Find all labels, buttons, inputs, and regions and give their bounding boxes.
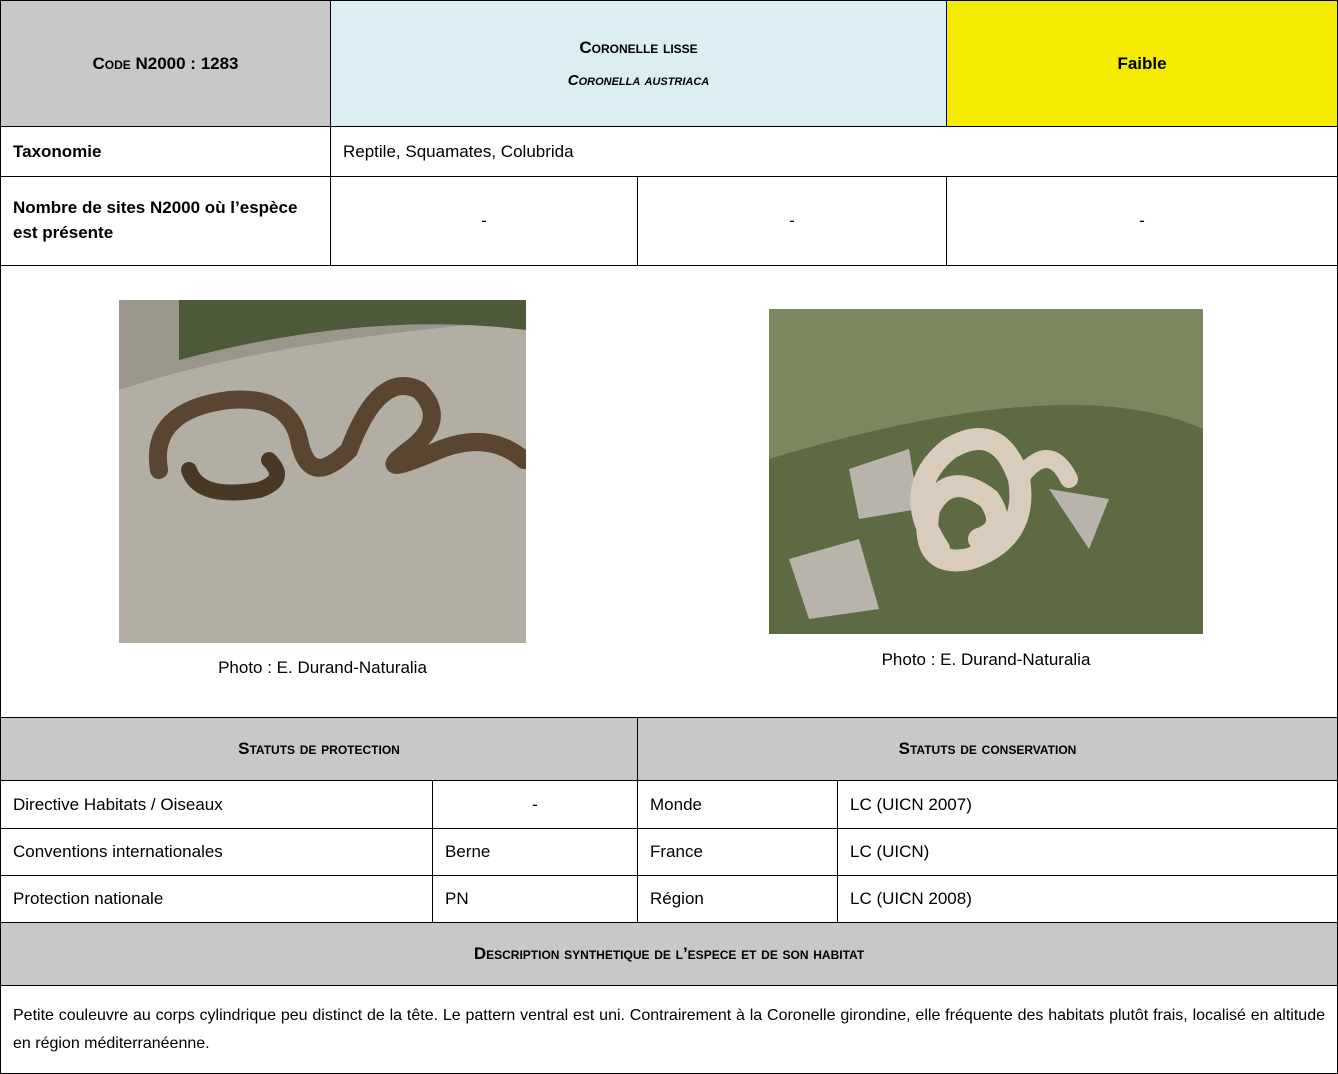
sites-value: - bbox=[637, 176, 947, 266]
sites-value: - bbox=[330, 176, 638, 266]
protection-label: Protection nationale bbox=[0, 875, 433, 923]
latin-name: Coronella austriaca bbox=[567, 72, 710, 89]
description-text: Petite couleuvre au corps cylindrique pe… bbox=[0, 985, 1338, 1074]
conservation-value: LC (UICN) bbox=[837, 828, 1338, 876]
protection-title: Statuts de protection bbox=[0, 717, 638, 781]
photo-caption: Photo : E. Durand-Naturalia bbox=[218, 658, 427, 677]
taxonomy-value: Reptile, Squamates, Colubrida bbox=[330, 126, 1338, 177]
code: Code N2000 : 1283 bbox=[92, 53, 239, 73]
taxonomy-label: Taxonomie bbox=[0, 126, 331, 177]
name-cell: Coronelle lisse Coronella austriaca bbox=[330, 0, 947, 127]
photo bbox=[119, 300, 526, 643]
description-title: Description synthetique de l’espece et d… bbox=[0, 922, 1338, 986]
sites-label: Nombre de sites N2000 où l’espèce est pr… bbox=[0, 176, 331, 266]
code-cell: Code N2000 : 1283 bbox=[0, 0, 331, 127]
protection-value: - bbox=[432, 780, 638, 829]
priority: Faible bbox=[1117, 53, 1167, 73]
photo-caption: Photo : E. Durand-Naturalia bbox=[881, 650, 1091, 669]
conservation-title: Statuts de conservation bbox=[637, 717, 1338, 781]
protection-value: Berne bbox=[432, 828, 638, 876]
conservation-label: France bbox=[637, 828, 838, 876]
photo bbox=[769, 309, 1203, 634]
conservation-label: Région bbox=[637, 875, 838, 923]
common-name: Coronelle lisse bbox=[579, 37, 698, 57]
conservation-value: LC (UICN 2007) bbox=[837, 780, 1338, 829]
sites-value: - bbox=[946, 176, 1338, 266]
conservation-label: Monde bbox=[637, 780, 838, 829]
priority-cell: Faible bbox=[946, 0, 1338, 127]
protection-label: Directive Habitats / Oiseaux bbox=[0, 780, 433, 829]
protection-label: Conventions internationales bbox=[0, 828, 433, 876]
conservation-value: LC (UICN 2008) bbox=[837, 875, 1338, 923]
protection-value: PN bbox=[432, 875, 638, 923]
